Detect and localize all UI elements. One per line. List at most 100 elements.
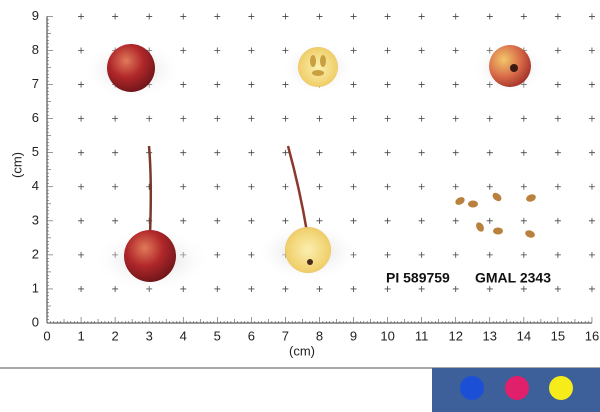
grid-cross (588, 285, 595, 292)
grid-cross (520, 285, 527, 292)
x-tick-label: 7 (282, 328, 289, 343)
grid-cross (282, 81, 289, 88)
specimens (82, 40, 548, 292)
grid-cross (180, 47, 187, 54)
grid-cross (248, 149, 255, 156)
grid-cross (282, 217, 289, 224)
grid-cross (78, 217, 85, 224)
grid-cross (452, 183, 459, 190)
grid-cross (78, 149, 85, 156)
grid-cross (554, 47, 561, 54)
x-tick-label: 12 (448, 328, 462, 343)
grid-cross (112, 217, 119, 224)
grid-cross (452, 47, 459, 54)
grid-cross (554, 149, 561, 156)
grid-cross (112, 13, 119, 20)
grid-cross (316, 285, 323, 292)
grid-cross (214, 13, 221, 20)
grid-cross (520, 149, 527, 156)
seeds (455, 192, 536, 238)
grid-cross (248, 13, 255, 20)
grid-cross (588, 217, 595, 224)
grid-cross (588, 47, 595, 54)
x-tick-label: 5 (214, 328, 221, 343)
x-axis-label: (cm) (289, 343, 315, 358)
grid-cross (554, 81, 561, 88)
y-tick-label: 7 (32, 76, 39, 91)
grid-cross (248, 115, 255, 122)
y-tick-label: 8 (32, 42, 39, 57)
grid-cross (112, 115, 119, 122)
grid-cross (350, 13, 357, 20)
grid-cross (248, 285, 255, 292)
grid-cross (418, 285, 425, 292)
grid-cross (384, 251, 391, 258)
grid-cross (418, 251, 425, 258)
whole-fruit (107, 44, 155, 92)
grid-cross (452, 81, 459, 88)
grid-cross (180, 115, 187, 122)
grid-cross (180, 183, 187, 190)
grid-cross (486, 251, 493, 258)
grid-cross (112, 285, 119, 292)
swatch-magenta (505, 376, 529, 400)
grid-cross (486, 285, 493, 292)
x-tick-label: 2 (112, 328, 119, 343)
grid-cross (452, 13, 459, 20)
accession: PI 589759 (386, 270, 450, 286)
grid-cross (282, 285, 289, 292)
grid-cross (418, 81, 425, 88)
grid-cross (146, 115, 153, 122)
grid-cross (214, 251, 221, 258)
cut-fruit (298, 47, 338, 87)
grid-cross (384, 149, 391, 156)
calyx-fruit (489, 45, 531, 87)
grid-cross (384, 285, 391, 292)
y-tick-label: 5 (32, 144, 39, 159)
grid-cross (588, 13, 595, 20)
grid-cross (452, 251, 459, 258)
grid-cross (452, 285, 459, 292)
grid-cross (588, 115, 595, 122)
grid-cross (146, 13, 153, 20)
grid-cross (384, 47, 391, 54)
grid-cross (520, 13, 527, 20)
grid-cross (282, 183, 289, 190)
grid-cross (554, 251, 561, 258)
grid-cross (316, 13, 323, 20)
x-tick-label: 9 (350, 328, 357, 343)
grid-cross (384, 81, 391, 88)
grid-cross (554, 285, 561, 292)
grid-cross (214, 81, 221, 88)
grid-cross (520, 115, 527, 122)
grid-cross (486, 217, 493, 224)
grid-cross (78, 285, 85, 292)
grid-cross (214, 183, 221, 190)
grid-cross (384, 183, 391, 190)
grid-cross (180, 81, 187, 88)
grid-cross (214, 217, 221, 224)
x-tick-label: 11 (415, 328, 429, 343)
grid-cross (180, 217, 187, 224)
y-tick-label: 9 (32, 8, 39, 23)
x-tick-label: 3 (146, 328, 153, 343)
grid-cross (554, 115, 561, 122)
grid-cross (248, 81, 255, 88)
grid-cross (214, 149, 221, 156)
y-tick-label: 0 (32, 314, 39, 329)
grid-cross (316, 115, 323, 122)
grid-cross (78, 115, 85, 122)
specimen-id: GMAL 2343 (475, 270, 551, 286)
grid-cross (486, 149, 493, 156)
x-tick-label: 6 (248, 328, 255, 343)
y-tick-label: 2 (32, 246, 39, 261)
grid-cross (78, 13, 85, 20)
grid-cross (554, 183, 561, 190)
grid-cross (78, 47, 85, 54)
grid-cross (554, 13, 561, 20)
grid-cross (452, 149, 459, 156)
x-tick-label: 13 (483, 328, 497, 343)
grid-cross (418, 149, 425, 156)
y-tick-label: 4 (32, 178, 39, 193)
